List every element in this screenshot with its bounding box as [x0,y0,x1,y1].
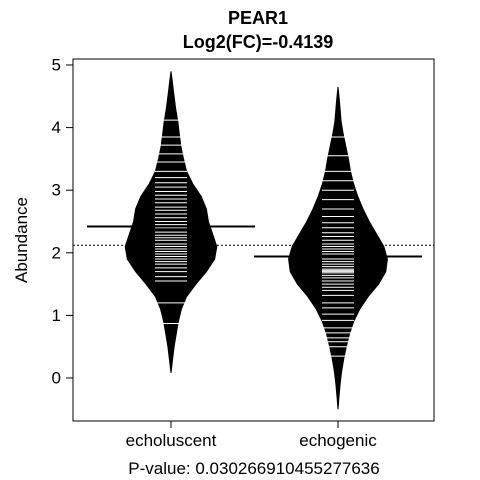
chart-title: PEAR1 [228,8,288,28]
chart-subtitle: Log2(FC)=-0.4139 [183,32,334,52]
x-axis-label: P-value: 0.030266910455277636 [128,459,379,478]
x-tick-label: echogenic [299,431,377,450]
y-tick-label: 3 [52,181,61,200]
y-axis-label: Abundance [12,197,31,283]
x-tick-label: echoluscent [126,431,217,450]
y-tick-label: 2 [52,243,61,262]
y-tick-label: 1 [52,306,61,325]
y-tick-label: 5 [52,56,61,75]
y-tick-label: 0 [52,369,61,388]
bean-shape-echoluscent [124,71,218,374]
y-axis: 0 1 2 3 4 5 [52,56,74,388]
plot-frame [72,58,435,422]
x-axis: echoluscent echogenic [126,420,377,450]
bean-shape-echogenic [288,86,388,410]
y-tick-label: 4 [52,118,61,137]
bean-group [73,71,434,410]
